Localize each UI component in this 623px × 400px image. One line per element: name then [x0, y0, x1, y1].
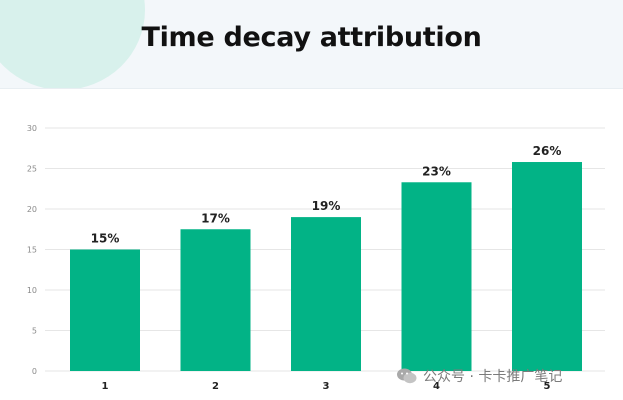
- bar-data-label: 26%: [533, 144, 562, 158]
- y-tick-label: 20: [27, 205, 37, 214]
- x-tick-label: 2: [212, 381, 219, 392]
- y-tick-label: 0: [32, 367, 37, 376]
- bar-data-label: 15%: [91, 232, 120, 246]
- x-tick-label: 4: [433, 381, 440, 392]
- bar-data-label: 19%: [312, 199, 341, 213]
- wechat-icon: [397, 368, 417, 384]
- watermark-text: 公众号 · 卡卡推广笔记: [423, 369, 563, 385]
- watermark: 公众号 · 卡卡推广笔记: [396, 365, 562, 387]
- y-tick-label: 30: [27, 124, 37, 133]
- bar: [401, 182, 472, 371]
- bar: [70, 249, 140, 371]
- x-tick-label: 3: [323, 381, 330, 392]
- bar: [512, 162, 582, 371]
- bar: [291, 217, 361, 371]
- bar-data-label: 17%: [201, 211, 230, 225]
- bar: [180, 229, 251, 371]
- y-tick-label: 25: [27, 165, 37, 174]
- y-tick-label: 15: [27, 246, 37, 255]
- y-tick-label: 5: [32, 327, 37, 336]
- x-tick-label: 5: [544, 381, 551, 392]
- x-tick-label: 1: [102, 381, 109, 392]
- y-tick-label: 10: [27, 286, 37, 295]
- chart-header: Time decay attribution: [0, 0, 623, 89]
- bar-data-label: 23%: [422, 164, 451, 178]
- chart-title: Time decay attribution: [141, 22, 482, 53]
- bar-chart: 0 5 10 15 20 25 30 15% 1 17% 2 19% 3 23% 4 26% 5: [27, 124, 605, 392]
